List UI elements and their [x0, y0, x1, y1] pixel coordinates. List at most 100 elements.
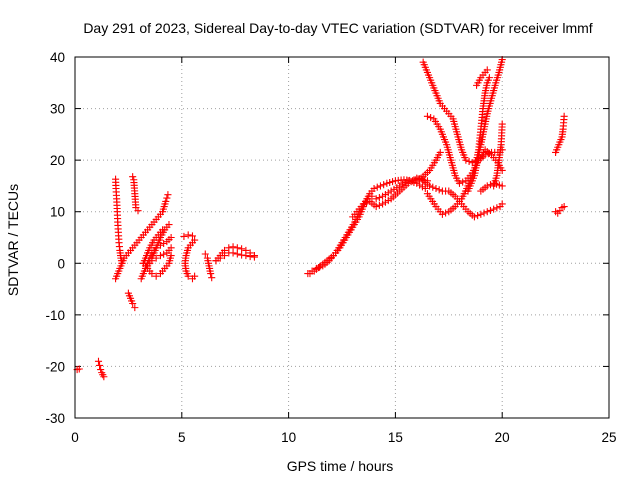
data-point — [450, 117, 458, 126]
data-point — [151, 246, 159, 254]
data-point — [163, 194, 171, 202]
series-trace-c — [112, 175, 126, 267]
data-point — [165, 259, 173, 267]
x-tick-label: 25 — [601, 430, 616, 445]
data-point — [152, 244, 160, 252]
data-point — [421, 63, 429, 71]
data-marks — [73, 56, 568, 381]
data-point — [97, 365, 105, 374]
data-point — [242, 252, 250, 260]
data-point — [148, 257, 156, 265]
data-point — [552, 148, 560, 156]
data-point — [94, 357, 103, 365]
data-point — [372, 203, 380, 211]
data-point — [167, 244, 175, 252]
data-point — [493, 204, 501, 212]
data-point — [419, 58, 427, 66]
data-point — [442, 138, 450, 146]
data-point — [114, 270, 122, 278]
data-point — [444, 146, 452, 154]
series-trace-m — [201, 250, 216, 282]
data-point — [429, 81, 437, 89]
y-tick-label: 30 — [50, 102, 65, 117]
data-point — [453, 130, 461, 138]
data-point — [486, 181, 495, 189]
data-point — [491, 177, 499, 185]
data-point — [182, 267, 190, 275]
data-point — [426, 182, 434, 190]
data-point — [475, 76, 483, 84]
data-point — [141, 254, 150, 262]
data-point — [487, 97, 495, 105]
data-point — [450, 166, 458, 175]
series-trace-ab — [552, 203, 568, 217]
data-point — [373, 183, 381, 191]
data-point — [458, 195, 466, 203]
data-point — [159, 208, 167, 216]
data-point — [487, 94, 496, 102]
data-point — [443, 143, 451, 151]
data-point — [460, 151, 468, 159]
data-point — [140, 257, 148, 265]
data-point — [484, 76, 492, 84]
data-point — [421, 184, 429, 193]
data-point — [489, 89, 497, 97]
data-point — [557, 135, 565, 144]
data-point — [144, 249, 152, 257]
data-point — [75, 365, 83, 373]
data-point — [117, 262, 125, 270]
data-point — [442, 209, 450, 217]
data-point — [159, 205, 167, 213]
data-point — [453, 128, 461, 136]
data-point — [184, 272, 192, 280]
data-point — [553, 146, 561, 154]
data-point — [459, 192, 467, 200]
data-point — [428, 79, 436, 87]
y-tick-label: 40 — [50, 50, 65, 65]
data-point — [372, 195, 380, 203]
data-point — [435, 97, 443, 105]
data-point — [160, 203, 168, 211]
y-tick-label: 20 — [50, 153, 65, 168]
series-trace-k — [144, 244, 175, 270]
data-point — [146, 244, 154, 252]
data-point — [167, 252, 175, 260]
data-point — [159, 228, 167, 236]
data-point — [495, 68, 503, 77]
data-point — [427, 114, 435, 122]
data-point — [152, 272, 160, 280]
data-point — [435, 151, 443, 159]
data-point — [128, 297, 136, 305]
series-trace-b — [94, 357, 108, 381]
data-point — [445, 151, 454, 159]
data-point — [492, 79, 500, 87]
data-point — [474, 212, 482, 220]
y-tick-label: -20 — [45, 359, 65, 374]
data-point — [453, 174, 461, 182]
series-trace-i — [139, 252, 175, 280]
data-point — [375, 193, 383, 202]
data-point — [165, 221, 173, 229]
data-point — [432, 156, 440, 164]
x-tick-label: 0 — [71, 430, 79, 445]
data-point — [454, 177, 462, 185]
series-trace-l — [180, 231, 199, 283]
data-point — [464, 187, 472, 195]
data-point — [156, 252, 164, 260]
data-point — [457, 143, 465, 151]
data-point — [483, 182, 491, 190]
data-point — [461, 154, 469, 162]
data-point — [498, 120, 506, 128]
data-point — [424, 71, 433, 79]
data-point — [455, 135, 463, 144]
data-point — [448, 161, 456, 169]
data-point — [452, 125, 460, 133]
data-point — [149, 252, 157, 260]
data-point — [555, 141, 563, 149]
data-point — [220, 252, 229, 260]
data-point — [131, 304, 139, 312]
chart-title: Day 291 of 2023, Sidereal Day-to-day VTE… — [83, 20, 592, 36]
data-point — [375, 201, 383, 209]
data-point — [229, 249, 237, 257]
